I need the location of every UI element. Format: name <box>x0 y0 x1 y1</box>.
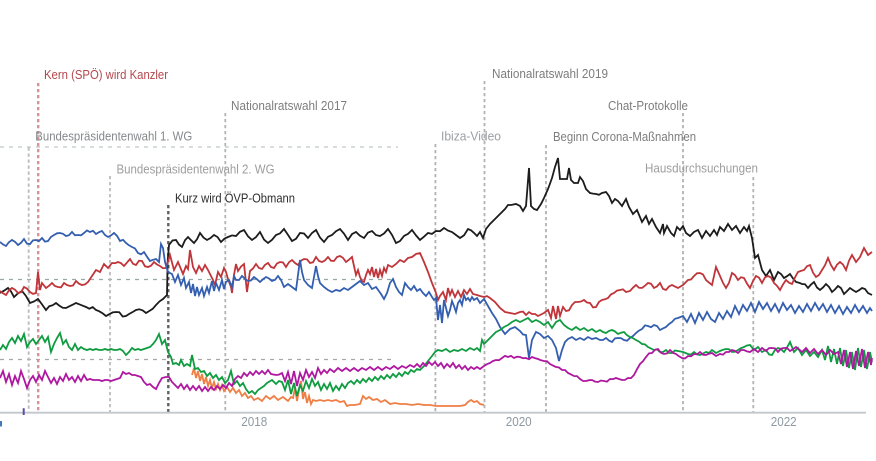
svg-text:Hausdurchsuchungen: Hausdurchsuchungen <box>645 162 758 176</box>
svg-text:Beginn Corona-Maßnahmen: Beginn Corona-Maßnahmen <box>553 130 696 144</box>
svg-text:Ibiza-Video: Ibiza-Video <box>441 130 501 144</box>
svg-text:2022: 2022 <box>771 414 797 429</box>
svg-text:Kurz wird ÖVP-Obmann: Kurz wird ÖVP-Obmann <box>175 192 295 206</box>
svg-text:Kern (SPÖ) wird Kanzler: Kern (SPÖ) wird Kanzler <box>44 68 168 82</box>
svg-text:Chat-Protokolle: Chat-Protokolle <box>608 99 688 113</box>
svg-text:Bundespräsidentenwahl 1. WG: Bundespräsidentenwahl 1. WG <box>35 130 192 144</box>
svg-text:Nationalratswahl 2019: Nationalratswahl 2019 <box>492 67 608 81</box>
svg-text:2020: 2020 <box>506 414 532 429</box>
svg-text:Bundespräsidentenwahl 2. WG: Bundespräsidentenwahl 2. WG <box>117 163 275 177</box>
svg-text:Nationalratswahl 2017: Nationalratswahl 2017 <box>231 99 347 113</box>
svg-text:2018: 2018 <box>241 414 267 429</box>
